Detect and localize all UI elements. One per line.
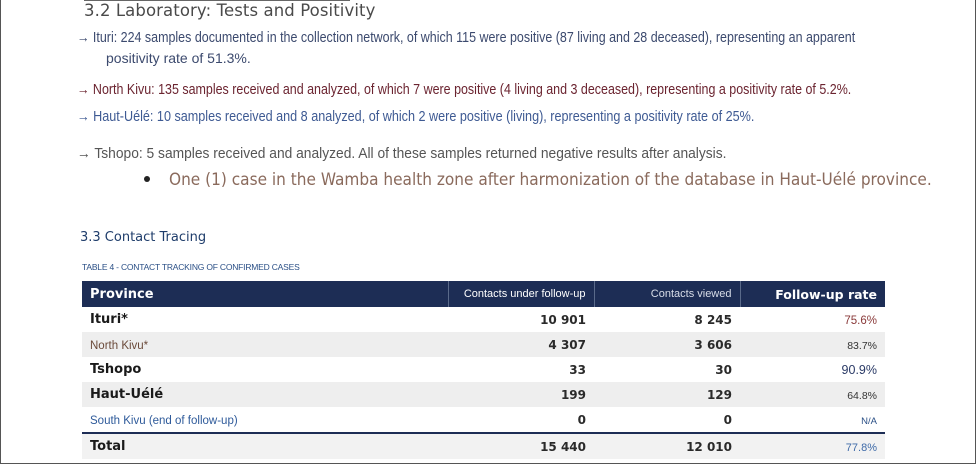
follow-up-rate: 83.7%	[847, 339, 877, 352]
contacts-under-follow-up: 10 901	[540, 312, 586, 327]
province-name: Tshopo	[90, 362, 142, 377]
follow-up-rate: 75.6%	[844, 314, 877, 327]
follow-up-rate: 90.9%	[841, 362, 877, 377]
header-contacts-under-follow-up: Contacts under follow-up	[448, 281, 595, 307]
tshopo-lab-text: → Tshopo: 5 samples received and analyze…	[77, 145, 727, 162]
province-name: South Kivu (end of follow-up)	[90, 414, 238, 427]
contacts-viewed: 30	[715, 362, 732, 377]
bullet-dot-icon	[144, 176, 150, 182]
table-row: Ituri* 10 901 8 245 75.6%	[82, 307, 885, 332]
header-follow-up-rate: Follow-up rate	[740, 281, 885, 307]
contact-tracing-table: Province Contacts under follow-up Contac…	[82, 281, 885, 459]
section-title-laboratory: 3.2 Laboratory: Tests and Positivity	[84, 1, 376, 20]
bullet-text: One (1) case in the Wamba health zone af…	[169, 170, 932, 189]
north-kivu-lab-text: → North Kivu: 135 samples received and a…	[77, 82, 852, 98]
contacts-under-follow-up: 199	[448, 382, 594, 407]
total-contacts-viewed: 12 010	[594, 432, 740, 459]
contacts-viewed: 3 606	[594, 332, 740, 357]
contacts-under-follow-up: 33	[569, 362, 586, 377]
haut-uele-lab-text: → Haut-Uélé: 10 samples received and 8 a…	[77, 109, 755, 125]
section-title-contact-tracing: 3.3 Contact Tracing	[80, 230, 207, 245]
table-caption: TABLE 4 - CONTACT TRACKING OF CONFIRMED …	[82, 262, 300, 272]
ituri-lab-text: → Ituri: 224 samples documented in the c…	[77, 30, 856, 46]
contacts-viewed: 8 245	[694, 312, 732, 327]
follow-up-rate: 64.8%	[847, 389, 877, 402]
table-row: North Kivu* 4 307 3 606 83.7%	[82, 332, 885, 357]
table-row: Haut-Uélé 199 129 64.8%	[82, 382, 885, 407]
heading-rule	[84, 0, 350, 1]
table-header-row: Province Contacts under follow-up Contac…	[82, 281, 885, 307]
province-name: North Kivu*	[90, 339, 149, 352]
ituri-lab-text-continued: positivity rate of 51.3%.	[106, 50, 251, 66]
province-name: Haut-Uélé	[90, 387, 164, 402]
total-label: Total	[90, 439, 126, 454]
header-contacts-viewed: Contacts viewed	[594, 281, 741, 307]
contacts-under-follow-up: 0	[577, 412, 586, 427]
table-row: South Kivu (end of follow-up) 0 0 N/A	[82, 407, 885, 433]
contacts-viewed: 0	[723, 412, 732, 427]
province-name: Ituri*	[90, 312, 128, 327]
contacts-under-follow-up: 4 307	[448, 332, 594, 357]
contacts-viewed: 129	[594, 382, 740, 407]
header-province: Province	[82, 281, 449, 307]
table-total-row: Total 15 440 12 010 77.8%	[82, 432, 885, 459]
total-contacts-under-follow-up: 15 440	[448, 432, 594, 459]
total-follow-up-rate: 77.8%	[845, 441, 877, 454]
follow-up-rate: N/A	[861, 415, 877, 427]
table-row: Tshopo 33 30 90.9%	[82, 357, 885, 382]
